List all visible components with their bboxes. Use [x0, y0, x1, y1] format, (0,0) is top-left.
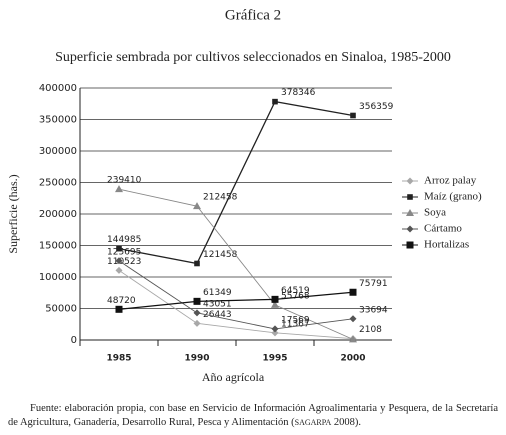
y-tick-label: 150000 — [39, 241, 77, 252]
data-point — [271, 295, 279, 303]
x-axis-label: Año agrícola — [202, 370, 265, 384]
data-point — [350, 112, 356, 119]
data-label: 64519 — [281, 286, 310, 296]
legend-label: Soya — [424, 207, 446, 219]
data-label: 33694 — [359, 305, 388, 315]
series-line — [118, 291, 354, 310]
legend-marker — [406, 209, 414, 216]
data-point — [349, 315, 357, 323]
source-text: 2008). — [331, 417, 361, 428]
y-tick-label: 200000 — [39, 209, 77, 220]
data-point — [349, 288, 357, 296]
x-tick-label: 1995 — [262, 354, 287, 364]
series-line — [118, 188, 354, 340]
legend-marker — [406, 225, 414, 233]
data-label: 121458 — [203, 250, 238, 260]
data-point — [115, 185, 123, 193]
y-axis-label: Superficie (has.) — [6, 174, 20, 253]
data-point — [193, 297, 201, 305]
data-point — [271, 329, 279, 337]
data-label: 110523 — [107, 257, 141, 267]
y-tick-label: 0 — [71, 335, 77, 346]
data-label: 55768 — [281, 291, 310, 301]
data-label: 144985 — [107, 235, 141, 245]
legend-marker — [406, 177, 414, 185]
data-point — [194, 260, 200, 267]
y-tick-label: 400000 — [39, 83, 77, 94]
data-point — [193, 309, 201, 317]
y-tick-label: 250000 — [39, 178, 77, 189]
data-point — [272, 98, 278, 105]
y-tick-label: 100000 — [39, 272, 77, 283]
legend-label: Cártamo — [424, 223, 462, 235]
source-note: Fuente: elaboración propia, con base en … — [8, 402, 498, 430]
legend-marker — [407, 194, 413, 200]
source-abbr: sagarpa — [294, 418, 332, 427]
data-label: 212458 — [203, 193, 238, 203]
data-label: 48720 — [107, 296, 136, 306]
data-label: 26443 — [203, 310, 232, 320]
x-tick-label: 1990 — [184, 354, 209, 364]
data-label: 61349 — [203, 288, 232, 298]
series-line — [118, 100, 354, 265]
y-tick-label: 300000 — [39, 146, 77, 157]
data-point — [193, 319, 201, 327]
data-label: 356359 — [359, 102, 394, 112]
data-label: 17569 — [281, 315, 310, 325]
legend-label: Arroz palay — [424, 175, 477, 187]
x-tick-label: 2000 — [340, 354, 365, 364]
series-line — [118, 269, 354, 340]
data-point — [116, 245, 122, 252]
y-tick-label: 50000 — [45, 304, 77, 315]
data-point — [349, 335, 357, 343]
data-point — [115, 305, 123, 313]
data-label: 75791 — [359, 279, 388, 289]
x-tick-label: 1985 — [106, 354, 131, 364]
data-label: 125695 — [107, 247, 141, 257]
data-point — [271, 300, 279, 308]
data-label: 11367 — [281, 319, 310, 329]
legend-label: Hortalizas — [424, 239, 469, 251]
data-point — [115, 257, 123, 265]
data-label: 43051 — [203, 299, 232, 309]
source-text: Fuente: elaboración propia, con base en … — [8, 403, 498, 428]
data-point — [271, 325, 279, 333]
legend-marker — [406, 241, 414, 249]
data-point — [115, 266, 123, 274]
figure-label: Gráfica 2 — [225, 7, 281, 23]
data-label: 2108 — [359, 325, 382, 335]
y-tick-label: 350000 — [39, 115, 77, 126]
data-label: 239410 — [107, 176, 142, 186]
legend-label: Maíz (grano) — [424, 191, 482, 203]
chart-title: Superficie sembrada por cultivos selecci… — [55, 50, 451, 65]
series-line — [118, 260, 354, 330]
chart: Gráfica 2 Superficie sembrada por cultiv… — [6, 7, 482, 384]
data-label: 378346 — [281, 88, 316, 98]
data-point — [193, 202, 201, 210]
